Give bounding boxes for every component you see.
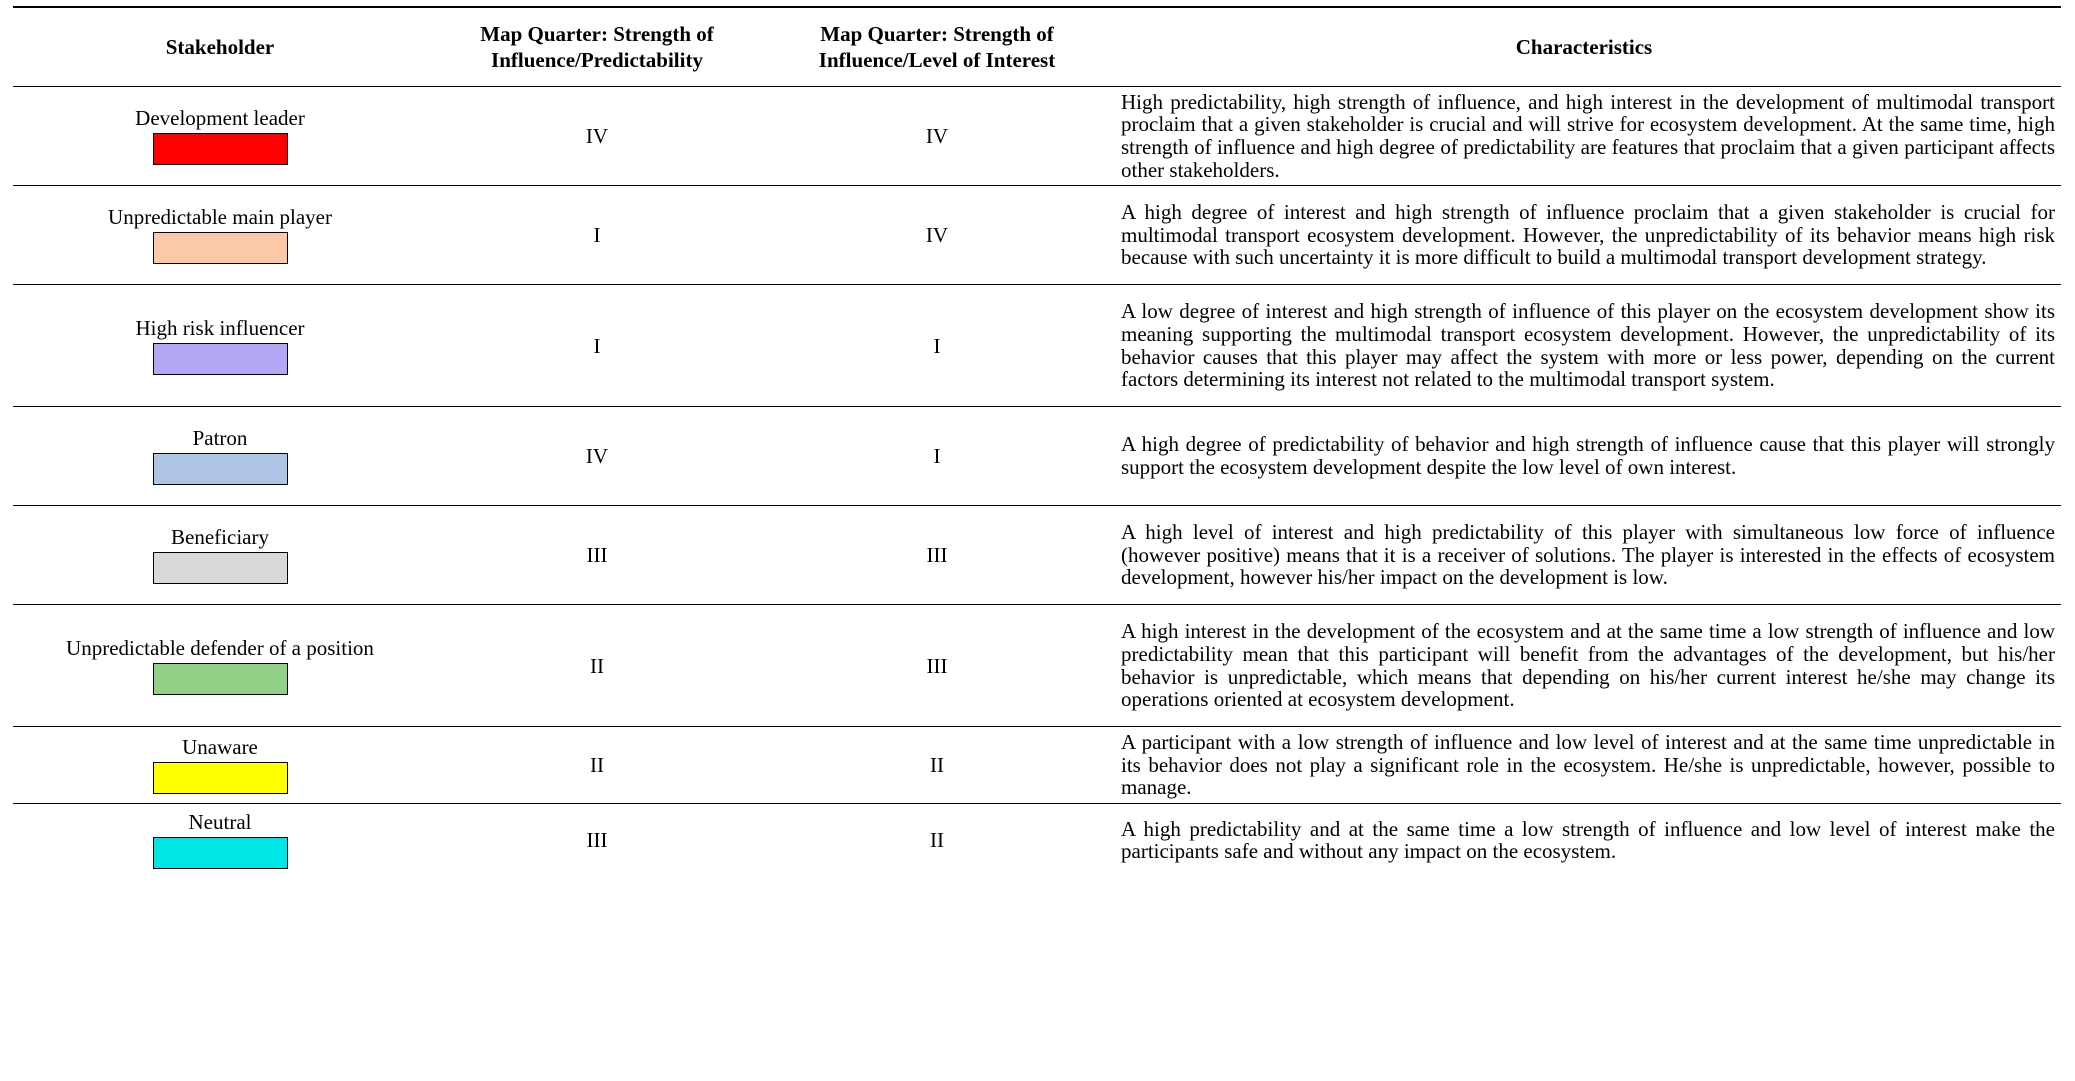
stakeholder-cell: Unpredictable defender of a position [13,605,427,727]
stakeholder-table: Stakeholder Map Quarter: Strength of Inf… [13,6,2061,877]
predictability-quarter: I [593,223,601,247]
characteristics-text: A low degree of interest and high streng… [1121,299,2055,392]
characteristics-text: High predictability, high strength of in… [1121,89,2055,182]
color-swatch [152,453,288,485]
table-row: Unpredictable main player I IV A high de… [13,186,2061,285]
header-interest-line1: Map Quarter: Strength of [820,22,1054,46]
header-characteristics-label: Characteristics [1515,35,1653,59]
stakeholder-name: Beneficiary [171,525,269,549]
header-row: Stakeholder Map Quarter: Strength of Inf… [13,7,2061,87]
header-interest-quarter: Map Quarter: Strength of Influence/Level… [767,7,1107,87]
characteristics-text: A high degree of predictability of behav… [1121,432,2055,479]
characteristics-text: A high predictability and at the same ti… [1121,816,2055,864]
interest-quarter: IV [925,124,949,148]
table-row: Beneficiary III III A high level of inte… [13,506,2061,605]
table-body: Development leader IV IV High predictabi… [13,87,2061,877]
characteristics-text: A participant with a low strength of inf… [1121,730,2055,800]
stakeholder-name: Neutral [188,810,252,835]
table-row: Unaware II II A participant with a low s… [13,727,2061,804]
stakeholder-cell: Unaware [13,727,427,804]
predictability-quarter: IV [585,124,609,148]
header-stakeholder-label: Stakeholder [165,35,275,59]
stakeholder-name: Unaware [182,735,258,759]
table-row: Patron IV I A high degree of predictabil… [13,407,2061,506]
stakeholder-name: Patron [192,426,248,450]
color-swatch [152,552,288,584]
header-predictability-line1: Map Quarter: Strength of [480,22,714,46]
table-row: Unpredictable defender of a position II … [13,605,2061,727]
header-interest-line2: Influence/Level of Interest [818,48,1056,72]
table-row: Neutral III II A high predictability and… [13,804,2061,877]
interest-quarter: I [933,333,941,358]
interest-quarter: II [930,828,944,853]
color-swatch [152,342,288,375]
table-header: Stakeholder Map Quarter: Strength of Inf… [13,7,2061,87]
interest-quarter: IV [925,223,949,247]
header-predictability-line2: Influence/Predictability [491,48,703,72]
predictability-quarter: III [586,543,608,567]
color-swatch [152,662,288,695]
characteristics-text: A high level of interest and high predic… [1121,520,2055,590]
stakeholder-cell: Beneficiary [13,506,427,605]
stakeholder-cell: Neutral [13,804,427,877]
predictability-quarter: IV [585,444,609,468]
stakeholder-name: Unpredictable defender of a position [66,635,374,660]
color-swatch [152,762,288,794]
stakeholder-cell: High risk influencer [13,285,427,407]
interest-quarter: III [926,543,948,567]
characteristics-text: A high interest in the development of th… [1121,619,2055,712]
interest-quarter: I [933,444,941,468]
header-stakeholder: Stakeholder [13,7,427,87]
predictability-quarter: I [593,333,601,358]
stakeholder-cell: Patron [13,407,427,506]
table-row: Development leader IV IV High predictabi… [13,87,2061,186]
stakeholder-cell: Unpredictable main player [13,186,427,285]
interest-quarter: III [926,653,948,678]
stakeholder-cell: Development leader [13,87,427,186]
predictability-quarter: II [590,753,604,777]
color-swatch [152,232,288,264]
color-swatch [152,133,288,165]
table-row: High risk influencer I I A low degree of… [13,285,2061,407]
stakeholder-name: Development leader [135,106,305,130]
predictability-quarter: III [586,828,608,853]
predictability-quarter: II [590,653,604,678]
color-swatch [152,837,288,870]
header-characteristics: Characteristics [1107,7,2061,87]
characteristics-text: A high degree of interest and high stren… [1121,200,2055,270]
stakeholder-name: High risk influencer [135,315,305,340]
header-predictability-quarter: Map Quarter: Strength of Influence/Predi… [427,7,767,87]
interest-quarter: II [930,753,944,777]
stakeholder-name: Unpredictable main player [108,205,332,229]
